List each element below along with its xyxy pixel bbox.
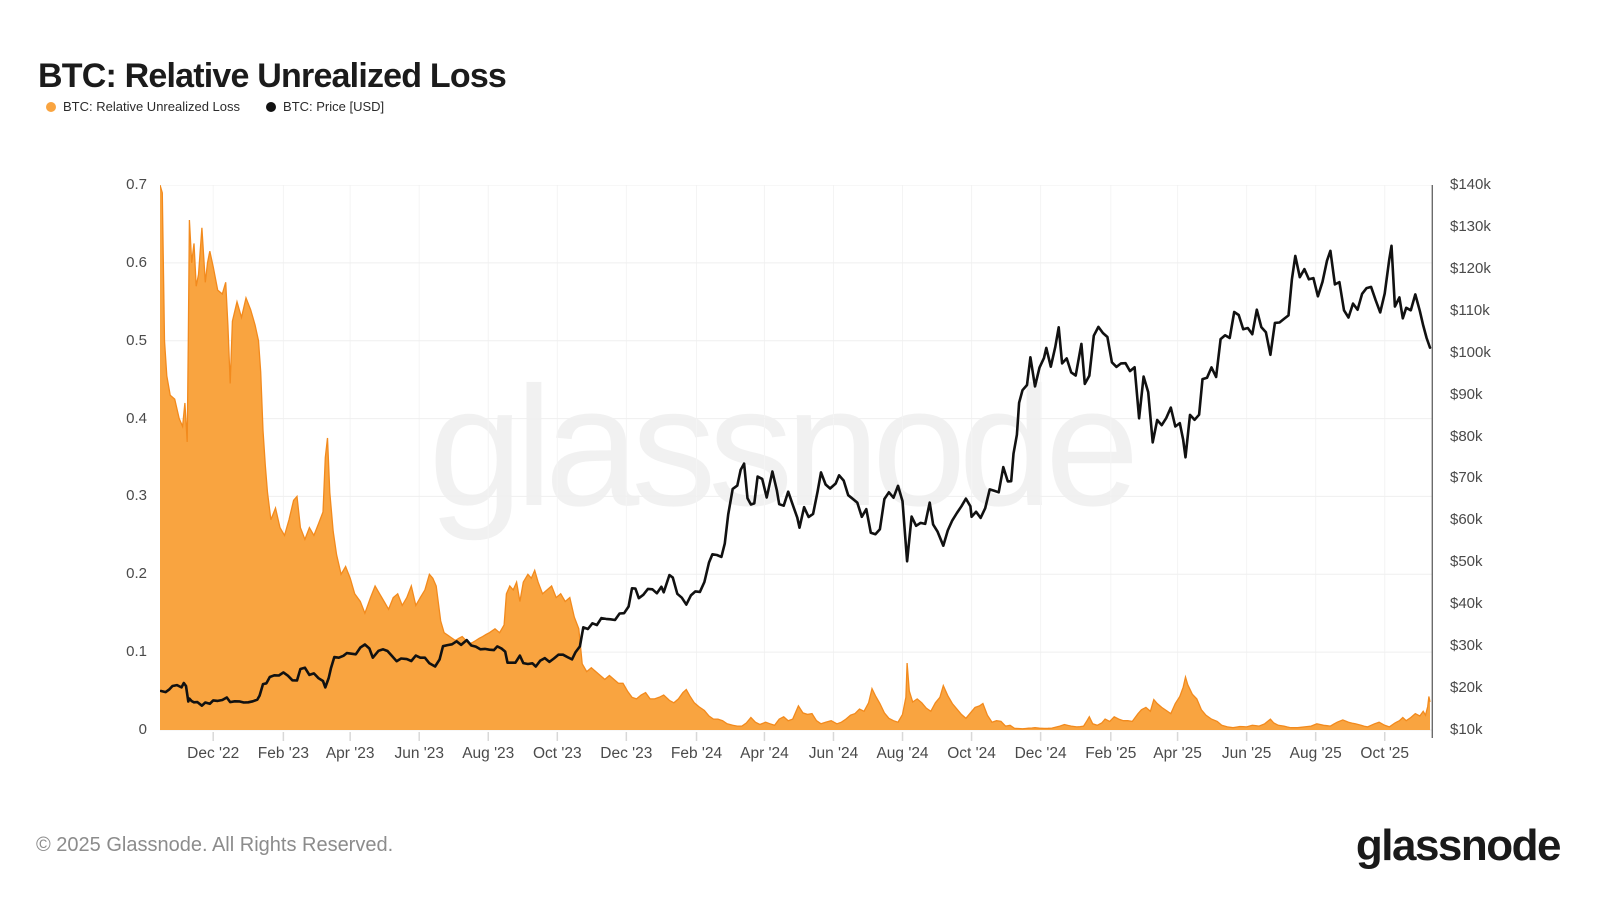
- legend-dot-icon: [46, 101, 56, 112]
- x-axis-tick-label: Apr '24: [740, 745, 789, 762]
- legend-label: BTC: Price [USD]: [283, 99, 385, 114]
- legend-item-price[interactable]: BTC: Price [USD]: [266, 99, 384, 114]
- y-axis-tick-label-right: $50k: [1450, 553, 1483, 571]
- x-axis-tick-marks: [212, 732, 1386, 741]
- chart-legend: BTC: Relative Unrealized Loss BTC: Price…: [46, 99, 384, 114]
- x-axis-tick-label: Aug '24: [876, 745, 929, 762]
- x-axis-tick-label: Oct '25: [1360, 745, 1410, 762]
- x-axis-tick-label: Apr '25: [1153, 745, 1202, 762]
- legend-item-rul[interactable]: BTC: Relative Unrealized Loss: [46, 99, 240, 114]
- y-axis-tick-label-left: 0.7: [126, 176, 147, 193]
- x-axis-tick-label: Apr '23: [325, 745, 375, 762]
- y-axis-tick-label-right: $110k: [1450, 301, 1490, 319]
- y-axis-tick-label-left: 0.3: [126, 487, 147, 505]
- chart-container: 0 0.1 0.2 0.3 0.4 0.5 0.6 0.7 $10k $20k $30k $40k $5…: [126, 176, 1491, 762]
- rul-area-edge: [160, 185, 1431, 730]
- price-line-series: [160, 244, 1432, 708]
- x-axis-tick-label: Jun '24: [808, 745, 859, 762]
- y-axis-tick-label-left: 0.1: [126, 643, 147, 661]
- y-axis-tick-label-left: 0.4: [126, 409, 147, 427]
- y-axis-tick-label-left: 0.5: [126, 331, 147, 349]
- x-axis-tick-label: Feb '24: [670, 745, 723, 762]
- y-axis-tick-label-left: 0: [138, 721, 147, 738]
- x-axis-tick-label: Dec '24: [1014, 745, 1067, 762]
- y-axis-tick-label-right: $20k: [1450, 679, 1483, 697]
- glassnode-logo: glassnode: [1355, 821, 1562, 870]
- x-axis-tick-label: Feb '23: [257, 745, 309, 762]
- x-axis-tick-label: Oct '23: [532, 745, 582, 762]
- legend-dot-icon: [266, 101, 277, 112]
- legend-label: BTC: Relative Unrealized Loss: [63, 99, 241, 114]
- y-axis-tick-label-right: $100k: [1450, 343, 1491, 361]
- x-axis-tick-label: Feb '25: [1085, 745, 1137, 762]
- page-title: BTC: Relative Unrealized Loss: [38, 56, 507, 95]
- y-axis-tick-label-right: $10k: [1450, 721, 1483, 738]
- y-axis-tick-label-right: $130k: [1450, 217, 1491, 235]
- x-axis-tick-label: Jun '23: [394, 745, 444, 762]
- x-axis-tick-label: Dec '22: [187, 745, 240, 762]
- x-axis-tick-label: Aug '25: [1289, 745, 1342, 762]
- y-axis-tick-label-right: $70k: [1450, 469, 1483, 487]
- x-axis-tick-label: Dec '23: [600, 745, 653, 762]
- y-axis-tick-label-right: $90k: [1450, 385, 1483, 403]
- y-axis-tick-label-left: 0.2: [126, 565, 147, 583]
- x-axis-tick-label: Jun '25: [1221, 745, 1272, 762]
- y-axis-tick-label-right: $30k: [1450, 637, 1483, 655]
- y-axis-tick-label-left: 0.6: [126, 253, 147, 271]
- x-axis-tick-label: Aug '23: [462, 745, 515, 762]
- y-axis-tick-label-right: $80k: [1450, 427, 1483, 445]
- chart-plot-area[interactable]: [160, 185, 1433, 742]
- y-axis-tick-label-right: $40k: [1450, 595, 1483, 613]
- footer-copyright: © 2025 Glassnode. All Rights Reserved.: [36, 834, 394, 856]
- y-axis-tick-label-right: $140k: [1450, 176, 1491, 193]
- y-axis-tick-label-right: $120k: [1450, 259, 1491, 277]
- x-axis-tick-label: Oct '24: [947, 745, 996, 762]
- y-axis-tick-label-right: $60k: [1450, 511, 1483, 529]
